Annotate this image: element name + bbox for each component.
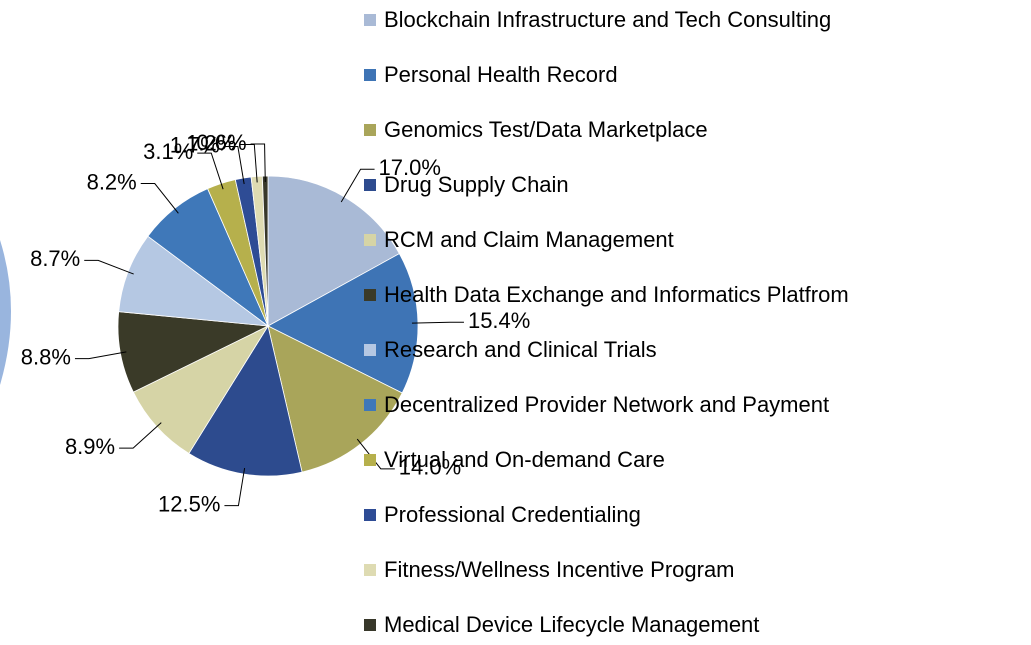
leader-line xyxy=(119,422,162,449)
leader-line xyxy=(197,152,224,190)
legend-label: Personal Health Record xyxy=(384,62,618,87)
leader-line xyxy=(140,183,179,214)
legend-swatch xyxy=(364,454,376,466)
legend-label: RCM and Claim Management xyxy=(384,227,674,252)
data-label: 12.5% xyxy=(158,491,220,516)
leader-line xyxy=(224,468,246,507)
data-label: 1.7% xyxy=(170,132,220,157)
legend-label: Blockchain Infrastructure and Tech Consu… xyxy=(384,7,832,32)
legend-label: Health Data Exchange and Informatics Pla… xyxy=(384,282,849,307)
data-label: 8.7% xyxy=(30,246,80,271)
legend-label: Professional Credentialing xyxy=(384,502,641,527)
legend-item: Personal Health Record xyxy=(364,64,1024,86)
legend-swatch xyxy=(364,179,376,191)
data-label: 1.2% xyxy=(186,130,236,155)
legend-label: Research and Clinical Trials xyxy=(384,337,657,362)
data-label: 15.4% xyxy=(468,308,530,333)
data-label: 8.8% xyxy=(21,344,71,369)
legend-label: Genomics Test/Data Marketplace xyxy=(384,117,708,142)
data-label: 8.9% xyxy=(65,434,115,459)
leader-line xyxy=(356,438,395,470)
legend-item: Decentralized Provider Network and Payme… xyxy=(364,394,1024,416)
data-label: 0.6% xyxy=(196,130,246,155)
leader-line xyxy=(411,321,464,324)
legend-swatch xyxy=(364,289,376,301)
legend-swatch xyxy=(364,124,376,136)
legend-item: Research and Clinical Trials xyxy=(364,339,1024,361)
legend-item: Genomics Test/Data Marketplace xyxy=(364,119,1024,141)
legend-swatch xyxy=(364,619,376,631)
data-label: 3.1% xyxy=(143,139,193,164)
legend-item: Health Data Exchange and Informatics Pla… xyxy=(364,284,1024,306)
legend-label: Decentralized Provider Network and Payme… xyxy=(384,392,830,417)
leader-line xyxy=(223,146,245,185)
legend-label: Medical Device Lifecycle Management xyxy=(384,612,760,637)
legend-swatch xyxy=(364,69,376,81)
leader-line xyxy=(84,259,134,275)
legend-label: Drug Supply Chain xyxy=(384,172,569,197)
leader-line xyxy=(74,351,127,360)
leader-line xyxy=(250,143,266,183)
legend-swatch xyxy=(364,14,376,26)
legend-item: Drug Supply Chain xyxy=(364,174,1024,196)
data-label: 14.0% xyxy=(399,455,461,480)
legend-swatch xyxy=(364,234,376,246)
legend-item: RCM and Claim Management xyxy=(364,229,1024,251)
legend-item: Fitness/Wellness Incentive Program xyxy=(364,559,1024,581)
legend-swatch xyxy=(364,399,376,411)
legend-item: Medical Device Lifecycle Management xyxy=(364,614,1024,636)
legend-label: Fitness/Wellness Incentive Program xyxy=(384,557,735,582)
legend-item: Virtual and On-demand Care xyxy=(364,449,1024,471)
legend-swatch xyxy=(364,564,376,576)
legend-swatch xyxy=(364,509,376,521)
legend-swatch xyxy=(364,344,376,356)
data-label: 8.2% xyxy=(87,169,137,194)
leader-line xyxy=(340,168,375,203)
legend-label: Virtual and On-demand Care xyxy=(384,447,665,472)
decoration xyxy=(0,240,11,385)
legend-item: Blockchain Infrastructure and Tech Consu… xyxy=(364,9,1024,31)
legend-item: Professional Credentialing xyxy=(364,504,1024,526)
data-label: 17.0% xyxy=(379,155,441,180)
